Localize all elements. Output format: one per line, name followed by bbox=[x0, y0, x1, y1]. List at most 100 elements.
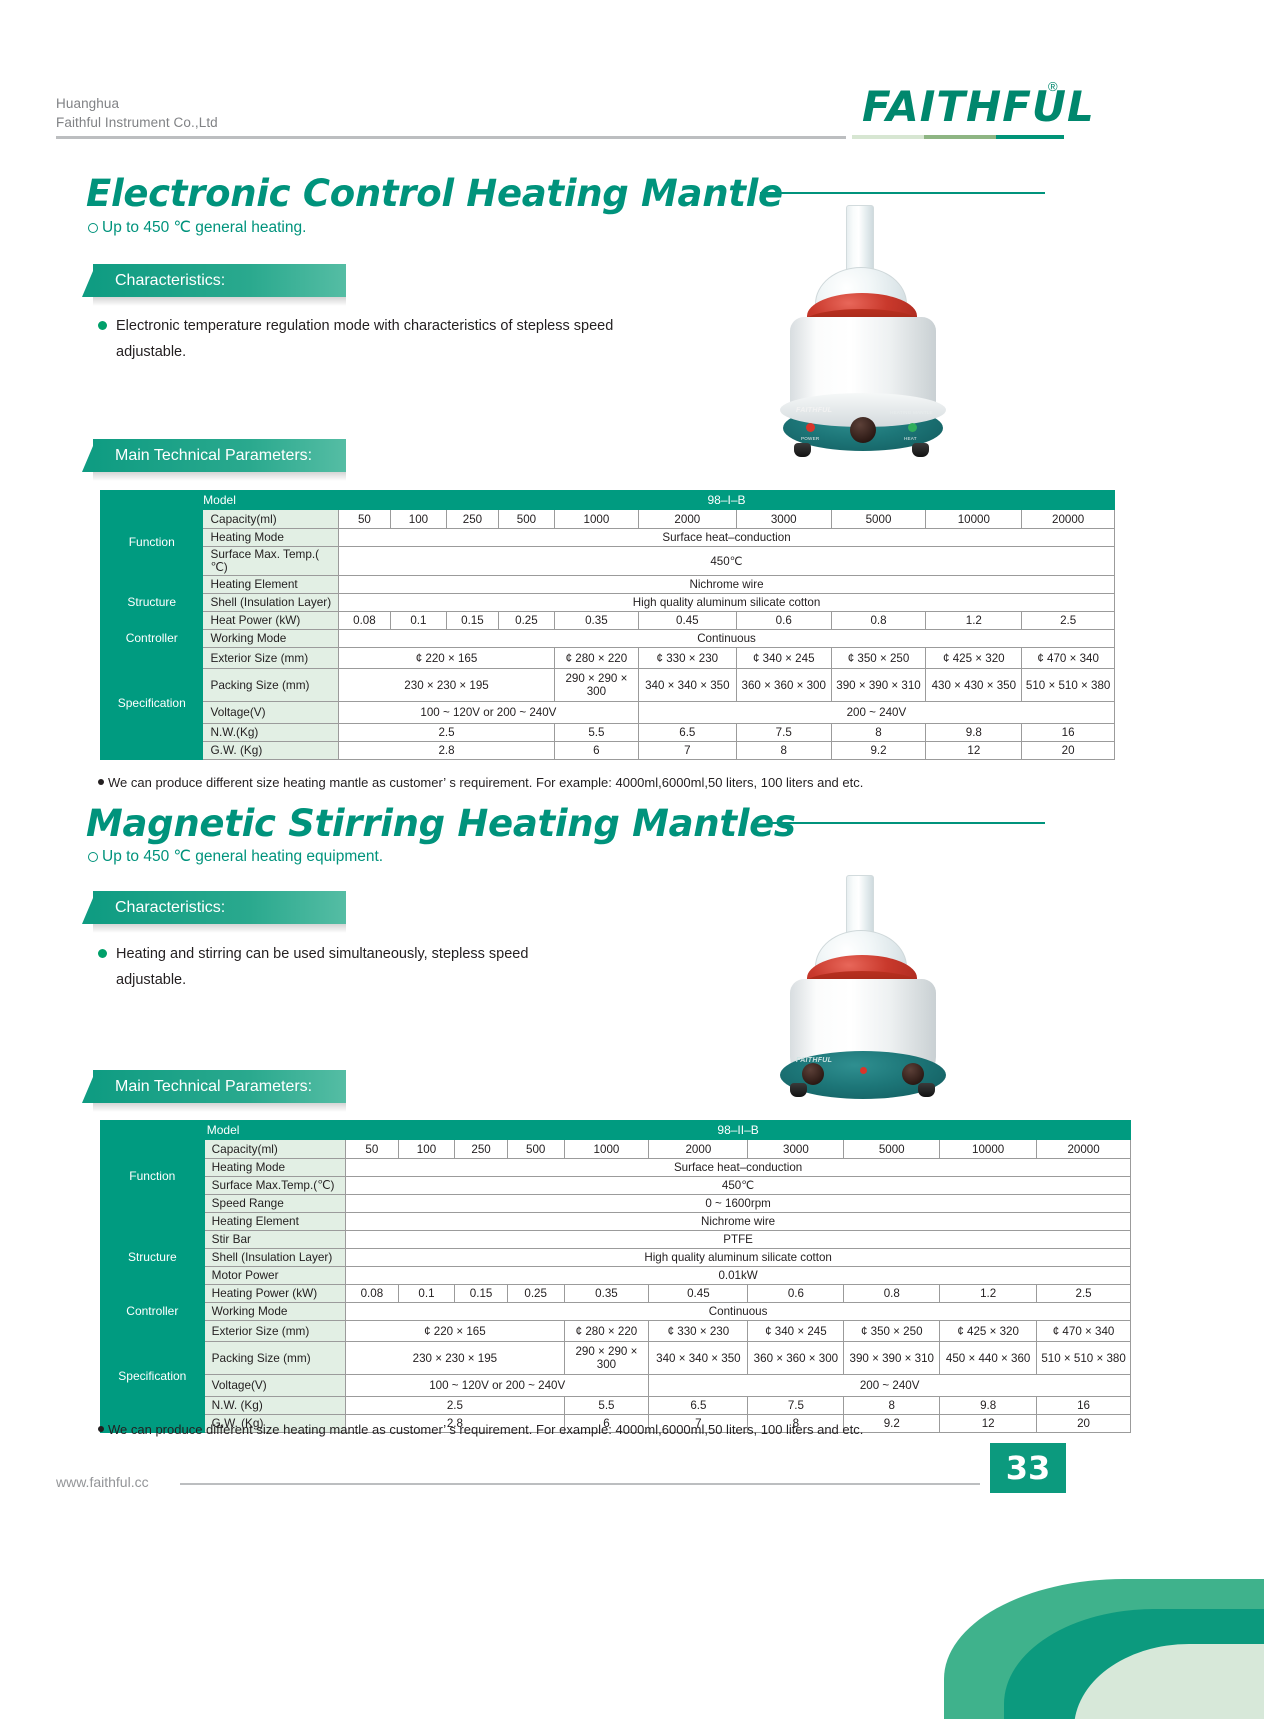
param-label: Working Mode bbox=[203, 1302, 347, 1321]
table-cell: 5.5 bbox=[554, 723, 639, 742]
footer-divider bbox=[180, 1483, 980, 1485]
section-1-footnote: We can produce different size heating ma… bbox=[98, 775, 863, 790]
param-label: Capacity(ml) bbox=[203, 1139, 347, 1159]
table-cell: 0.35 bbox=[563, 1284, 650, 1303]
table-cell: ¢ 425 × 320 bbox=[925, 647, 1023, 669]
param-label: Heating Power (kW) bbox=[203, 1284, 347, 1303]
table-cell: ¢ 220 × 165 bbox=[345, 1320, 565, 1342]
section-1-characteristics-banner: Characteristics: bbox=[82, 264, 346, 297]
param-label: G.W. (Kg) bbox=[202, 741, 340, 760]
table-cell: 100 ~ 120V or 200 ~ 240V bbox=[345, 1374, 650, 1397]
footnote-dot-icon-2 bbox=[98, 1426, 104, 1432]
table-cell: 450 × 440 × 360 bbox=[939, 1341, 1038, 1375]
group-label-structure: Structure bbox=[100, 1212, 205, 1303]
bar-dark-green bbox=[996, 135, 1064, 139]
table-cell: 8 bbox=[747, 1414, 845, 1433]
table-cell: ¢ 470 × 340 bbox=[1036, 1320, 1131, 1342]
table-cell: 3000 bbox=[747, 1139, 845, 1159]
param-label: Heating Mode bbox=[202, 528, 340, 547]
header-color-bars bbox=[852, 135, 1064, 139]
table-row: Specification Exterior Size (mm) ¢ 220 × 1… bbox=[99, 647, 1115, 760]
param-label: Speed Range bbox=[203, 1194, 347, 1213]
table-row: Function Capacity(ml) 50 100 250 500 1000 2000 3… bbox=[100, 1139, 1131, 1213]
table-cell: 20 bbox=[1021, 741, 1115, 760]
param-label: Exterior Size (mm) bbox=[203, 1320, 347, 1342]
table-cell: 8 bbox=[843, 1396, 941, 1415]
company-name: Huanghua Faithful Instrument Co.,Ltd bbox=[56, 94, 218, 132]
website-url: www.faithful.cc bbox=[56, 1474, 149, 1490]
footnote-dot-icon bbox=[98, 779, 104, 785]
foot-right bbox=[912, 443, 929, 457]
table-cell: 100 ~ 120V or 200 ~ 240V bbox=[338, 701, 639, 724]
param-label: Voltage(V) bbox=[203, 1374, 347, 1397]
table-cell: PTFE bbox=[345, 1230, 1131, 1249]
param-label: Packing Size (mm) bbox=[202, 668, 340, 702]
table-row: Structure Heating Element Nichrome wire bbox=[99, 575, 1115, 630]
table-cell: 0.8 bbox=[830, 611, 927, 630]
header-divider bbox=[56, 136, 846, 139]
section-1-parameters-label: Main Technical Parameters: bbox=[115, 446, 313, 464]
spec-table-electronic-control: Model 98–I–B Function Capacity(ml) 50 100 250 5… bbox=[99, 490, 1116, 760]
table-cell: 2.5 bbox=[1036, 1284, 1131, 1303]
table-cell: 0 ~ 1600rpm bbox=[345, 1194, 1131, 1213]
section-1-characteristics-label: Characteristics: bbox=[115, 271, 226, 289]
section-1-parameters-banner: Main Technical Parameters: bbox=[82, 439, 346, 472]
power-label: POWER bbox=[801, 436, 820, 441]
table-row: Voltage(V) 100 ~ 120V or 200 ~ 240V 200 ~ … bbox=[101, 701, 1116, 724]
table-cell: 0.6 bbox=[735, 611, 832, 630]
faithful-logo: FAITHFUL bbox=[862, 82, 1095, 131]
table-cell: ¢ 330 × 230 bbox=[648, 1320, 749, 1342]
table-cell: 360 × 360 × 300 bbox=[735, 668, 832, 702]
table-cell: ¢ 330 × 230 bbox=[637, 647, 737, 669]
table-cell: ¢ 350 × 250 bbox=[843, 1320, 941, 1342]
table-row: Voltage(V) 100 ~ 120V or 200 ~ 240V 200 ~ … bbox=[101, 1374, 1131, 1397]
model-label: Model bbox=[99, 490, 340, 510]
page-header: Huanghua Faithful Instrument Co.,Ltd FAI… bbox=[0, 0, 1264, 150]
table-cell: 0.1 bbox=[389, 611, 448, 630]
section-2-characteristics-label: Characteristics: bbox=[115, 898, 226, 916]
param-label: Heat Power (kW) bbox=[202, 611, 340, 630]
table-cell: 430 × 430 × 350 bbox=[925, 668, 1023, 702]
heat-knob bbox=[902, 1063, 924, 1085]
table-cell: 450℃ bbox=[345, 1176, 1131, 1195]
table-row: Speed Range 0 ~ 1600rpm bbox=[101, 1194, 1131, 1213]
table-header-row: Model 98–II–B bbox=[99, 1120, 1131, 1140]
table-cell: 0.45 bbox=[637, 611, 737, 630]
table-row: Packing Size (mm) 230 × 230 × 195 290 × 29… bbox=[101, 1341, 1131, 1375]
model-value: 98–I–B bbox=[338, 490, 1115, 510]
table-cell: 0.01kW bbox=[345, 1266, 1131, 1285]
table-row: G.W. (Kg) 2.8 6 7 8 9.2 12 20 bbox=[101, 1414, 1131, 1433]
table-cell: 7.5 bbox=[747, 1396, 845, 1415]
section-2-parameters-label: Main Technical Parameters: bbox=[115, 1077, 313, 1095]
table-row: Controller Working Mode Continuous bbox=[99, 629, 1115, 648]
table-cell: 20000 bbox=[1036, 1139, 1131, 1159]
table-cell: 450℃ bbox=[338, 546, 1115, 576]
table-cell: 7.5 bbox=[735, 723, 832, 742]
product-image-electronic-control-heating-mantle: FAITHFUL HEATING MANTLE POWER HEAT bbox=[780, 205, 990, 475]
table-cell: 10000 bbox=[925, 509, 1023, 529]
group-label-structure: Structure bbox=[99, 575, 204, 630]
table-cell: 230 × 230 × 195 bbox=[345, 1341, 565, 1375]
table-cell: 290 × 290 × 300 bbox=[554, 668, 639, 702]
table-cell: 6 bbox=[554, 741, 639, 760]
table-cell: 2.5 bbox=[345, 1396, 565, 1415]
table-cell: ¢ 340 × 245 bbox=[747, 1320, 845, 1342]
table-cell: 12 bbox=[925, 741, 1023, 760]
table-cell: 7 bbox=[648, 1414, 749, 1433]
section-1-characteristics-banner-shadow bbox=[93, 297, 346, 306]
table-row: Heating Mode Surface heat–conduction bbox=[101, 1158, 1131, 1177]
section-1-footnote-text: We can produce different size heating ma… bbox=[108, 775, 864, 790]
control-knob bbox=[850, 417, 876, 443]
table-cell: ¢ 280 × 220 bbox=[563, 1320, 650, 1342]
table-row: Controller Working Mode Continuous bbox=[100, 1302, 1131, 1321]
table-cell: 0.15 bbox=[454, 1284, 508, 1303]
corner-decoration bbox=[934, 1549, 1264, 1719]
group-label-function: Function bbox=[100, 1139, 205, 1213]
section-2-footnote: We can produce different size heating ma… bbox=[98, 1422, 863, 1437]
param-label: N.W. (Kg) bbox=[203, 1396, 347, 1415]
table-cell: 340 × 340 × 350 bbox=[648, 1341, 749, 1375]
registered-trademark-icon: ® bbox=[1048, 79, 1058, 94]
table-cell: 100 bbox=[389, 509, 448, 529]
table-row: Shell (Insulation Layer) High quality alu… bbox=[101, 1248, 1131, 1267]
section-2-footnote-text: We can produce different size heating ma… bbox=[108, 1422, 864, 1437]
